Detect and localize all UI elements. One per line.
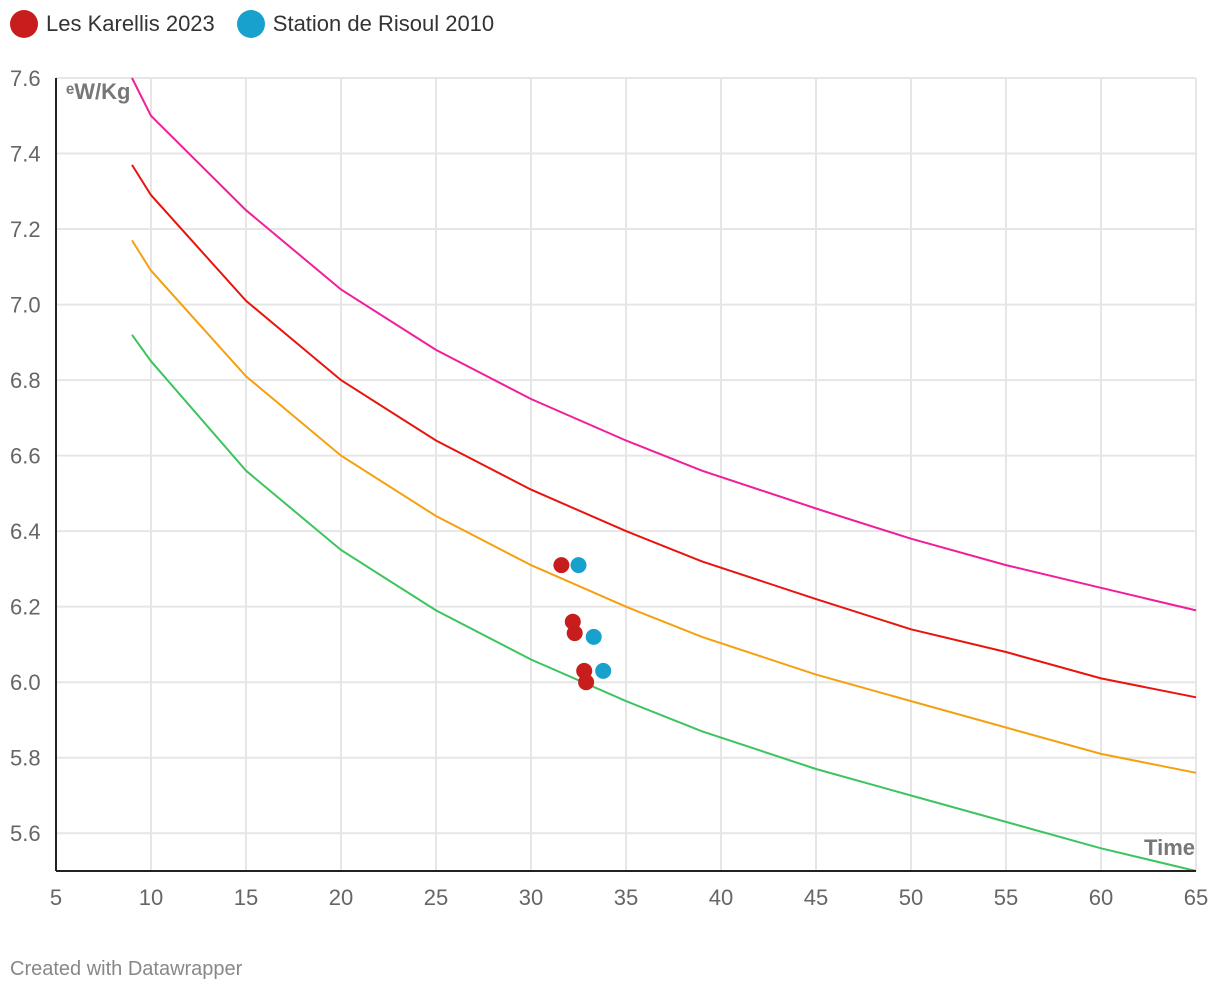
legend: Les Karellis 2023 Station de Risoul 2010 <box>10 10 494 38</box>
data-points <box>553 557 612 691</box>
x-tick-label: 35 <box>614 885 638 910</box>
footer-credit: Created with Datawrapper <box>10 958 243 980</box>
x-tick-label: 60 <box>1089 885 1113 910</box>
x-tick-label: 15 <box>234 885 258 910</box>
legend-item-risoul: Station de Risoul 2010 <box>236 10 495 38</box>
x-tick-label: 40 <box>709 885 733 910</box>
y-tick-label: 5.8 <box>10 746 41 771</box>
point-risoul <box>570 557 587 574</box>
curve-green <box>131 334 1197 872</box>
x-tick-label: 30 <box>519 885 543 910</box>
point-risoul <box>585 628 602 645</box>
y-tick-label: 6.0 <box>10 670 41 695</box>
y-tick-label: 5.6 <box>10 821 41 846</box>
x-axis-label: Time <box>1144 835 1195 860</box>
y-axis-label: ᵉW/Kg <box>66 79 130 104</box>
curve-red <box>131 164 1197 699</box>
x-tick-label: 65 <box>1184 885 1208 910</box>
legend-swatch-les-karellis <box>10 10 38 38</box>
y-tick-label: 6.8 <box>10 368 41 393</box>
axes: 5 10 15 20 25 30 35 40 45 50 55 60 65 5.6 5.8 6.0 6.2 6.4… <box>10 66 1208 910</box>
curve-orange <box>131 239 1197 774</box>
legend-label-risoul: Station de Risoul 2010 <box>272 11 495 36</box>
point-risoul <box>595 662 612 679</box>
x-tick-label: 55 <box>994 885 1018 910</box>
y-tick-label: 7.4 <box>10 142 41 167</box>
y-tick-label: 6.6 <box>10 444 41 469</box>
x-tick-label: 20 <box>329 885 353 910</box>
x-tick-label: 5 <box>50 885 62 910</box>
x-tick-label: 50 <box>899 885 923 910</box>
y-tick-label: 7.6 <box>10 66 41 91</box>
point-les-karellis <box>553 557 570 574</box>
y-tick-label: 7.0 <box>10 293 41 318</box>
legend-label-les-karellis: Les Karellis 2023 <box>46 11 215 36</box>
x-tick-label: 25 <box>424 885 448 910</box>
x-tick-label: 10 <box>139 885 163 910</box>
reference-curves <box>131 77 1197 872</box>
point-les-karellis <box>566 625 583 642</box>
legend-item-les-karellis: Les Karellis 2023 <box>10 10 215 38</box>
y-tick-label: 6.4 <box>10 519 41 544</box>
x-tick-label: 45 <box>804 885 828 910</box>
y-tick-label: 6.2 <box>10 595 41 620</box>
gridlines <box>56 77 1197 871</box>
scatter-plot: 5 10 15 20 25 30 35 40 45 50 55 60 65 5.6 5.8 6.0 6.2 6.4… <box>10 66 1208 910</box>
y-tick-label: 7.2 <box>10 217 41 242</box>
point-les-karellis <box>578 674 595 691</box>
curve-magenta <box>131 77 1197 612</box>
legend-swatch-risoul <box>236 10 265 38</box>
